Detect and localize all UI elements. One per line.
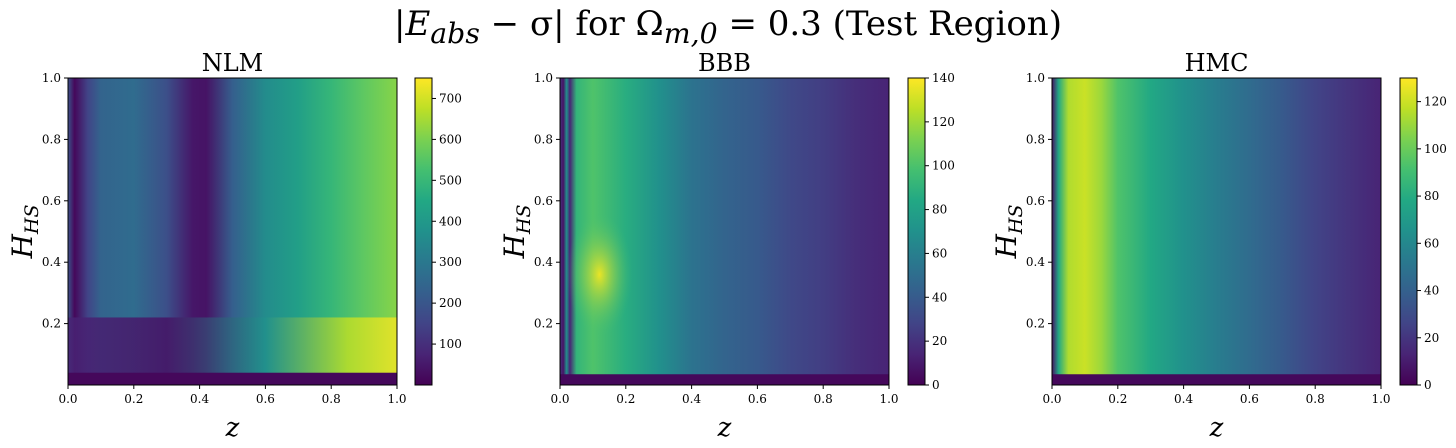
- y-tick-label: 0.8: [42, 132, 61, 146]
- y-axis-label-main: H: [6, 234, 39, 260]
- figure-title: |Eabs − σ| for Ωm,0 = 0.3 (Test Region): [0, 4, 1456, 50]
- colorbar-tick-label: 80: [932, 203, 947, 217]
- x-tick-label: 0.0: [1042, 392, 1061, 406]
- x-tick-label: 0.2: [1108, 392, 1127, 406]
- subplot-title: BBB: [698, 49, 751, 77]
- title-part: |E: [394, 4, 431, 44]
- y-tick-label: 0.8: [534, 132, 553, 146]
- x-tick-label: 0.8: [814, 392, 833, 406]
- y-tick-label: 1.0: [1026, 71, 1045, 85]
- colorbar: [907, 77, 926, 386]
- x-tick-label: 0.6: [256, 392, 275, 406]
- subplot-title: NLM: [202, 49, 264, 77]
- x-tick-label: 0.6: [1240, 392, 1259, 406]
- heatmap-bottom-edge: [560, 374, 889, 385]
- title-part: − σ| for Ω: [479, 4, 664, 44]
- x-tick-label: 0.8: [1306, 392, 1325, 406]
- x-tick-label: 1.0: [1371, 392, 1390, 406]
- x-tick-label: 0.2: [124, 392, 143, 406]
- colorbar-tick-label: 0: [1424, 378, 1432, 392]
- colorbar-tick-label: 20: [932, 334, 947, 348]
- colorbar-tick-label: 120: [1424, 95, 1447, 109]
- colorbar-tick-label: 40: [1424, 284, 1439, 298]
- x-tick-label: 0.4: [190, 392, 209, 406]
- colorbar-tick-label: 80: [1424, 189, 1439, 203]
- y-tick-label: 1.0: [42, 71, 61, 85]
- x-tick-label: 0.0: [550, 392, 569, 406]
- y-tick-label: 0.8: [1026, 132, 1045, 146]
- x-tick-label: 0.2: [616, 392, 635, 406]
- colorbar: [1399, 77, 1418, 386]
- x-tick-label: 0.6: [748, 392, 767, 406]
- y-tick-label: 0.2: [42, 317, 61, 331]
- y-tick-label: 0.6: [534, 194, 553, 208]
- colorbar-tick-label: 40: [932, 290, 947, 304]
- x-tick-label: 1.0: [387, 392, 406, 406]
- colorbar-tick-label: 140: [932, 71, 955, 85]
- colorbar-tick-label: 700: [439, 91, 462, 105]
- y-axis-label: HHS: [6, 204, 43, 259]
- y-axis-label-main: H: [990, 234, 1023, 260]
- y-tick-label: 0.2: [534, 317, 553, 331]
- colorbar-tick-label: 120: [932, 115, 955, 129]
- axes-frame: [1051, 77, 1382, 386]
- x-tick-label: 0.4: [1174, 392, 1193, 406]
- y-tick-label: 0.6: [42, 194, 61, 208]
- y-axis-label: HHS: [498, 204, 535, 259]
- colorbar-tick-label: 600: [439, 132, 462, 146]
- y-axis-label-subscript: HS: [1005, 204, 1027, 235]
- subplot-bbb: 0.0 0.2 0.4 0.6 0.8 1.0 0.2 0.4 0.6 0.8 1.0 BBB z HHS…: [498, 49, 955, 443]
- heatmap: [1052, 78, 1381, 385]
- x-tick-label: 1.0: [879, 392, 898, 406]
- colorbar-tick-label: 400: [439, 214, 462, 228]
- colorbar-tick-label: 300: [439, 255, 462, 269]
- colorbar-tick-label: 200: [439, 296, 462, 310]
- y-tick-label: 0.4: [1026, 255, 1045, 269]
- colorbar-tick-label: 100: [439, 337, 462, 351]
- y-tick-label: 0.2: [1026, 317, 1045, 331]
- colorbar-tick-label: 60: [932, 246, 947, 260]
- y-tick-label: 0.4: [534, 255, 553, 269]
- colorbar: [414, 77, 433, 386]
- y-axis-label-subscript: HS: [513, 204, 535, 235]
- subplot-title: HMC: [1185, 49, 1249, 77]
- axes-frame: [67, 77, 398, 386]
- y-axis-label-main: H: [498, 234, 531, 260]
- x-tick-label: 0.0: [58, 392, 77, 406]
- subplot-hmc: 0.0 0.2 0.4 0.6 0.8 1.0 0.2 0.4 0.6 0.8 1.0 HMC z HHS…: [990, 49, 1447, 443]
- colorbar-tick-label: 100: [932, 159, 955, 173]
- colorbar-tick-label: 60: [1424, 236, 1439, 250]
- y-tick-label: 0.4: [42, 255, 61, 269]
- colorbar-tick-label: 20: [1424, 331, 1439, 345]
- heatmap-bottom-edge: [68, 372, 397, 385]
- y-tick-label: 0.6: [1026, 194, 1045, 208]
- colorbar-tick-label: 0: [932, 378, 940, 392]
- title-subscript: abs: [430, 16, 480, 50]
- x-axis-label: z: [1209, 413, 1224, 443]
- heatmap-bottom-band: [68, 317, 397, 379]
- subplot-nlm: 0.0 0.2 0.4 0.6 0.8 1.0 0.2 0.4 0.6 0.8 1.0 NLM z HHS…: [6, 49, 462, 443]
- heatmap-bottom-edge: [1052, 374, 1381, 385]
- x-tick-label: 0.4: [682, 392, 701, 406]
- y-tick-label: 1.0: [534, 71, 553, 85]
- title-subscript: m,0: [663, 16, 718, 50]
- colorbar-tick-label: 100: [1424, 142, 1447, 156]
- colorbar-tick-label: 500: [439, 173, 462, 187]
- x-axis-label: z: [225, 413, 240, 443]
- y-axis-label-subscript: HS: [21, 204, 43, 235]
- y-axis-label: HHS: [990, 204, 1027, 259]
- x-axis-label: z: [717, 413, 732, 443]
- x-tick-label: 0.8: [322, 392, 341, 406]
- title-part: = 0.3 (Test Region): [717, 4, 1062, 44]
- heatmap-hotspot: [566, 213, 633, 336]
- axes-frame: [559, 77, 890, 386]
